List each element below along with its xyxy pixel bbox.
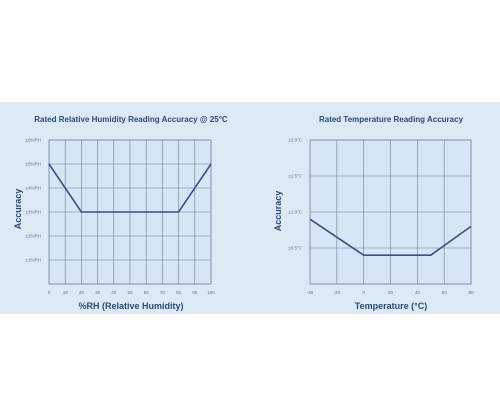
- y-tick-label: ±2.0°C: [288, 138, 303, 143]
- y-tick-label: ±3%RH: [26, 210, 41, 215]
- y-axis-label: Accuracy: [13, 189, 23, 230]
- x-tick-label: 0: [362, 290, 365, 295]
- series-line: [309, 218, 472, 256]
- chart-title: Rated Temperature Reading Accuracy: [319, 115, 464, 124]
- x-tick-label: 20: [79, 290, 85, 295]
- x-tick-label: 40: [415, 290, 421, 295]
- humidity-accuracy-chart: Rated Relative Humidity Reading Accuracy…: [13, 115, 228, 311]
- y-tick-label: ±5%RH: [26, 162, 41, 167]
- x-tick-label: 70: [160, 290, 166, 295]
- x-tick-label: 0: [48, 290, 51, 295]
- x-tick-label: 100: [207, 290, 215, 295]
- x-axis-label: Temperature (°C): [355, 301, 427, 311]
- x-tick-label: 60: [442, 290, 448, 295]
- x-tick-label: 50: [127, 290, 133, 295]
- x-tick-label: 10: [63, 290, 69, 295]
- y-tick-label: ±1.5°C: [288, 174, 303, 179]
- temperature-accuracy-chart: Rated Temperature Reading Accuracy Tempe…: [273, 115, 474, 311]
- x-tick-label: 90: [192, 290, 198, 295]
- x-tick-label: 20: [388, 290, 394, 295]
- x-tick-label: 30: [95, 290, 101, 295]
- x-tick-label: 80: [468, 290, 474, 295]
- x-tick-label: -40: [307, 290, 314, 295]
- x-tick-label: 80: [176, 290, 182, 295]
- y-tick-label: ±0.5°C: [288, 246, 303, 251]
- y-tick-label: ±4%RH: [26, 186, 41, 191]
- y-tick-label: ±6%RH: [26, 138, 41, 143]
- x-axis-label: %RH (Relative Humidity): [78, 301, 183, 311]
- series-line: [48, 163, 212, 213]
- y-tick-label: ±2%RH: [26, 234, 41, 239]
- chart-title: Rated Relative Humidity Reading Accuracy…: [34, 115, 228, 124]
- x-tick-label: 60: [144, 290, 150, 295]
- x-tick-label: 40: [111, 290, 117, 295]
- y-tick-label: ±1.0°C: [288, 210, 303, 215]
- y-axis-label: Accuracy: [273, 191, 283, 232]
- y-tick-label: ±1%RH: [26, 258, 41, 263]
- x-tick-label: -20: [334, 290, 341, 295]
